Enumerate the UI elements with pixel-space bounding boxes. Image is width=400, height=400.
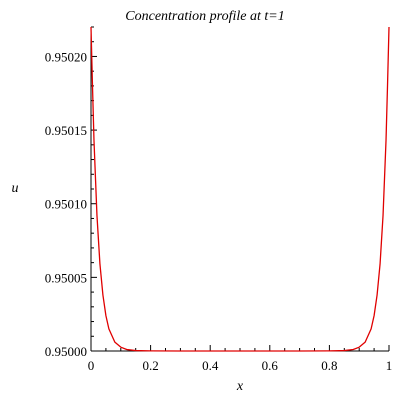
plot-area: 0 0.2 0.4 0.6 0.8 1 0.950000.950050.950100.95… xyxy=(45,26,393,373)
y-axis-label: u xyxy=(12,181,19,196)
x-tick-label: 0.6 xyxy=(262,358,279,373)
x-tick-label: 1 xyxy=(386,358,393,373)
x-ticks: 0 0.2 0.4 0.6 0.8 1 xyxy=(88,345,393,373)
y-tick-label: 0.95005 xyxy=(45,270,87,285)
y-tick-label: 0.95015 xyxy=(45,123,87,138)
y-tick-label: 0.95000 xyxy=(45,344,87,359)
series-line xyxy=(90,26,390,352)
y-ticks: 0.95000 0.95005 0.95010 0.95015 0.95020 xyxy=(45,26,97,359)
chart-title: Concentration profile at t=1 xyxy=(125,9,284,24)
series-group xyxy=(90,26,390,352)
x-tick-label: 0 xyxy=(88,358,95,373)
x-tick-label: 0.2 xyxy=(142,358,158,373)
x-axis-label: x xyxy=(236,379,244,394)
x-tick-label: 0.8 xyxy=(321,358,337,373)
y-tick-label: 0.95020 xyxy=(45,49,87,64)
x-tick-label: 0.4 xyxy=(202,358,219,373)
y-tick-label: 0.95010 xyxy=(45,197,87,212)
